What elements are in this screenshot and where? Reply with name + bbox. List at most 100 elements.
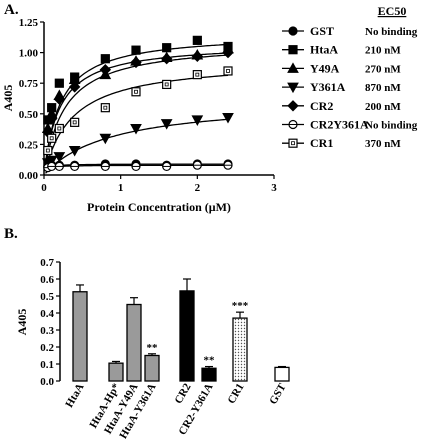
point-cr1 (54, 123, 64, 134)
point-cr2 (191, 50, 204, 62)
x-tick-label: 0 (41, 182, 47, 194)
point-cr1 (131, 87, 141, 97)
category-label: CR1 (226, 382, 247, 407)
point-cr1-inner (49, 136, 54, 141)
point-cr1 (100, 103, 110, 113)
legend-label: HtaA (310, 43, 338, 57)
bar-cr2 (179, 290, 195, 382)
legend-marker-gst (288, 26, 298, 36)
legend-label: CR2Y361A (310, 118, 369, 132)
point-cr1 (192, 70, 202, 80)
bar-htaa-hp- (108, 362, 124, 382)
point-cr1-inner (226, 69, 230, 73)
y-tick-label: 0.0 (40, 376, 54, 388)
x-tick-label: 2 (195, 182, 201, 194)
y-axis-title-a: A405 (1, 85, 15, 112)
legend-label: Y49A (310, 61, 340, 75)
y-tick-label: 0.50 (19, 109, 39, 121)
legend-label: CR1 (310, 136, 333, 150)
y-tick-label: 0.25 (19, 139, 39, 151)
ec50-value: 270 nM (365, 63, 401, 75)
point-htaa (131, 45, 141, 55)
point-cr2 (222, 46, 234, 59)
point-htaa (162, 43, 172, 53)
category-label: HtaA (63, 381, 86, 409)
y-ticks-a: 0.00 0.25 0.50 0.75 1.00 1.25 (19, 17, 44, 182)
point-cr1-inner (195, 72, 200, 77)
category-label: CR2 (173, 381, 194, 406)
y-tick-label: 0.00 (19, 170, 39, 182)
x-ticks-a: 0 1 2 3 (41, 175, 277, 194)
point-y361a (68, 146, 81, 157)
y-tick-label: 0.1 (40, 359, 54, 371)
legend-label: CR2 (310, 99, 333, 113)
legend-marker-cr1-inner (291, 141, 295, 146)
x-axis-title-a: Protein Concentration (μM) (87, 200, 231, 214)
point-htaa (100, 54, 110, 64)
bar-htaa-y49a (126, 303, 142, 382)
point-y361a (222, 112, 234, 124)
bars: ******* (72, 278, 290, 382)
significance-label: ** (147, 342, 159, 354)
point-cr2 (130, 56, 142, 69)
point-cr2 (45, 112, 58, 125)
ec50-value: No binding (365, 26, 418, 38)
x-tick-label: 1 (118, 182, 124, 194)
point-y361a (160, 119, 173, 130)
point-y361a (99, 133, 112, 145)
ec50-value: 870 nM (365, 82, 401, 94)
point-y361a (191, 115, 204, 126)
point-cr2 (160, 53, 173, 65)
legend-marker-cr1 (288, 138, 298, 148)
point-cr2 (53, 93, 66, 105)
data-points (41, 35, 234, 173)
bar-cr1 (232, 317, 248, 382)
point-cr1-inner (72, 120, 77, 125)
y-tick-label: 1.25 (19, 17, 39, 29)
point-cr1-inner (57, 126, 62, 131)
point-cr1 (70, 117, 80, 127)
y-tick-label: 0.5 (40, 291, 54, 303)
legend-label: GST (310, 24, 334, 38)
point-cr2 (68, 81, 81, 93)
legend-marker-htaa (288, 45, 298, 55)
point-cr1 (223, 66, 233, 76)
point-cr1 (47, 133, 57, 143)
bar-chart: 0.00.10.20.30.40.50.60.7 ******* HtaA Hta… (15, 257, 290, 439)
point-cr1 (162, 79, 172, 90)
point-cr1-inner (45, 148, 50, 153)
y-tick-label: 0.75 (19, 78, 39, 90)
ec50-value: 370 nM (365, 138, 401, 150)
legend-label: Y361A (310, 80, 346, 94)
point-y361a (130, 123, 142, 135)
y-axis-title-b: A405 (15, 309, 29, 336)
y-tick-label: 0.7 (40, 257, 54, 269)
legend-marker-cr2 (287, 100, 299, 112)
significance-label: ** (204, 355, 216, 367)
legend-marker-y49a (287, 62, 299, 73)
point-htaa (54, 78, 64, 88)
x-tick-label: 3 (271, 182, 277, 194)
y-tick-label: 0.4 (40, 308, 54, 320)
significance-label: *** (232, 300, 249, 312)
bar-cr2-y361a (201, 367, 217, 382)
legend-marker-y361a (287, 82, 299, 94)
bar-gst (274, 366, 290, 382)
panel-b-label: B. (4, 226, 18, 242)
point-htaa (192, 35, 202, 45)
category-label: GST (267, 381, 289, 407)
point-y361a (53, 152, 66, 163)
ec50-value: 200 nM (365, 101, 401, 113)
y-ticks-b: 0.0 0.1 0.2 0.3 0.4 0.5 0.6 0.7 (40, 257, 60, 388)
point-cr1-inner (103, 105, 108, 110)
y-tick-label: 0.2 (40, 342, 54, 354)
y-tick-label: 1.00 (19, 48, 39, 60)
ec50-header: EC50 (378, 4, 407, 18)
ec50-value: No binding (365, 120, 418, 132)
bar-htaa-y361a (144, 354, 160, 382)
point-cr1 (43, 145, 53, 156)
point-cr1-inner (134, 89, 138, 94)
point-cr2 (99, 64, 112, 76)
